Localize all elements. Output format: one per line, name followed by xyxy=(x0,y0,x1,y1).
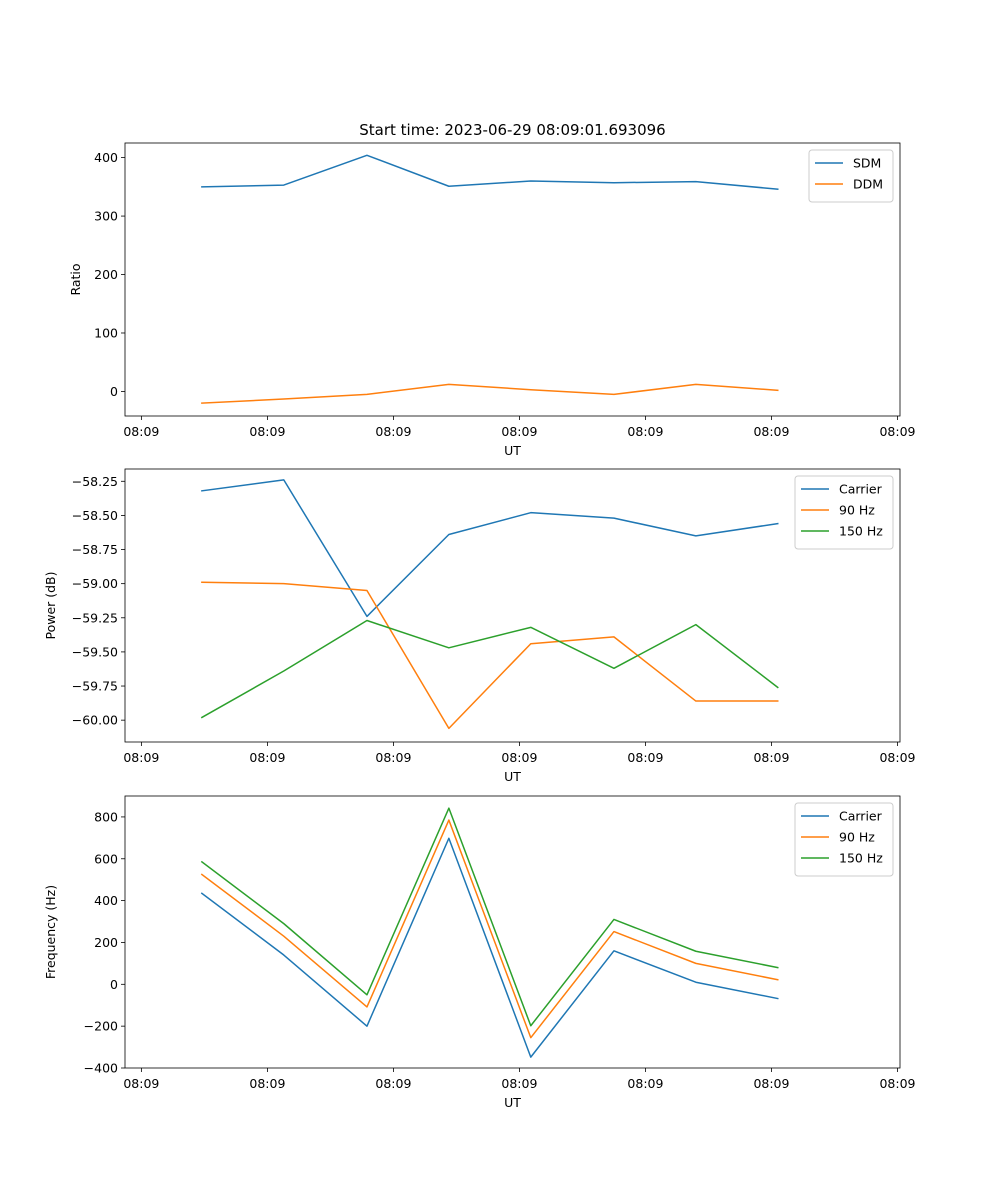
x-tick-label: 08:09 xyxy=(753,424,789,439)
legend-label: SDM xyxy=(853,156,881,171)
y-tick-label: 400 xyxy=(94,893,118,908)
y-tick-label: −58.75 xyxy=(72,542,118,557)
y-axis-label: Power (dB) xyxy=(43,571,58,639)
y-tick-label: 0 xyxy=(110,384,118,399)
y-tick-label: 300 xyxy=(94,209,118,224)
y-tick-label: −58.50 xyxy=(72,508,118,523)
x-tick-label: 08:09 xyxy=(123,1076,159,1091)
y-tick-label: −59.75 xyxy=(72,679,118,694)
y-tick-label: 100 xyxy=(94,325,118,340)
legend: Carrier 90 Hz 150 Hz xyxy=(794,475,894,550)
x-tick-label: 08:09 xyxy=(501,1076,537,1091)
x-axis-label: UT xyxy=(504,443,521,458)
y-tick-label: −200 xyxy=(84,1019,118,1034)
y-tick-label: 0 xyxy=(110,977,118,992)
legend-label: 90 Hz xyxy=(839,503,875,518)
legend: Carrier 90 Hz 150 Hz xyxy=(794,802,894,877)
x-tick-label: 08:09 xyxy=(753,750,789,765)
y-tick-label: 800 xyxy=(94,809,118,824)
x-tick-label: 08:09 xyxy=(627,750,663,765)
x-tick-label: 08:09 xyxy=(879,750,915,765)
x-tick-label: 08:09 xyxy=(249,1076,285,1091)
legend-label: 150 Hz xyxy=(839,851,883,866)
y-tick-label: 200 xyxy=(94,267,118,282)
x-tick-label: 08:09 xyxy=(501,424,537,439)
legend-label: Carrier xyxy=(839,482,883,497)
y-axis-label: Ratio xyxy=(68,263,83,295)
x-tick-label: 08:09 xyxy=(123,424,159,439)
legend-label: 150 Hz xyxy=(839,524,883,539)
y-tick-label: −59.25 xyxy=(72,610,118,625)
x-tick-label: 08:09 xyxy=(249,424,285,439)
y-tick-label: −400 xyxy=(84,1061,118,1076)
x-tick-label: 08:09 xyxy=(753,1076,789,1091)
axes-frame xyxy=(124,795,901,1069)
x-tick-label: 08:09 xyxy=(375,1076,411,1091)
y-tick-label: −60.00 xyxy=(72,713,118,728)
y-axis-label: Frequency (Hz) xyxy=(43,885,58,979)
chart-panel-3: 08:0908:0908:0908:0908:0908:0908:0908:10… xyxy=(43,795,916,1110)
y-tick-label: 600 xyxy=(94,851,118,866)
axes-frame xyxy=(124,468,901,743)
x-tick-label: 08:09 xyxy=(375,750,411,765)
x-axis-label: UT xyxy=(504,769,521,784)
x-tick-label: 08:09 xyxy=(249,750,285,765)
legend: SDM DDM xyxy=(808,149,894,203)
figure-title: Start time: 2023-06-29 08:09:01.693096 xyxy=(359,121,665,139)
x-tick-label: 08:09 xyxy=(375,424,411,439)
y-tick-label: −59.50 xyxy=(72,644,118,659)
x-axis-label: UT xyxy=(504,1095,521,1110)
y-tick-label: 400 xyxy=(94,150,118,165)
series-line-90-hz xyxy=(200,819,779,1039)
x-tick-label: 08:09 xyxy=(627,424,663,439)
x-tick-label: 08:09 xyxy=(879,1076,915,1091)
legend-label: 90 Hz xyxy=(839,830,875,845)
series-line-150-hz xyxy=(200,619,779,719)
chart-panel-1: 08:0908:0908:0908:0908:0908:0908:0908:10… xyxy=(68,142,916,458)
axes-frame xyxy=(124,142,901,417)
chart-panel-2: 08:0908:0908:0908:0908:0908:0908:0908:10… xyxy=(43,468,916,784)
legend-label: Carrier xyxy=(839,809,883,824)
y-tick-label: 200 xyxy=(94,935,118,950)
x-tick-label: 08:09 xyxy=(123,750,159,765)
series-line-150-hz xyxy=(200,807,779,1027)
series-line-90-hz xyxy=(201,581,779,730)
y-tick-label: −58.25 xyxy=(72,474,118,489)
series-line-sdm xyxy=(201,154,779,190)
x-tick-label: 08:09 xyxy=(501,750,537,765)
series-line-carrier xyxy=(201,479,779,618)
series-line-ddm xyxy=(201,383,779,404)
x-tick-label: 08:09 xyxy=(879,424,915,439)
y-tick-label: −59.00 xyxy=(72,576,118,591)
legend-label: DDM xyxy=(853,177,883,192)
x-tick-label: 08:09 xyxy=(627,1076,663,1091)
series-line-carrier xyxy=(200,837,779,1058)
